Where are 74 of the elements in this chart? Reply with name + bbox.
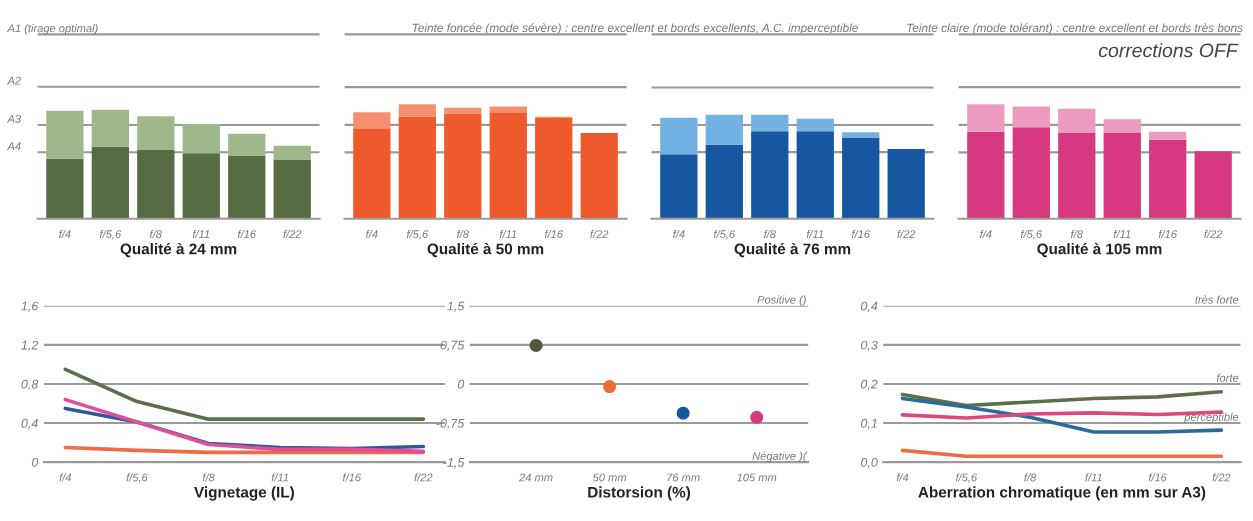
annotation: Négative )( [752,451,808,463]
x-tick-label: f/5,6 [1020,229,1043,240]
x-tick-label: f/11 [1085,473,1102,482]
y-tick-label: 0,75 [440,340,465,352]
x-tick-label: f/5,6 [955,473,978,483]
x-axis-title: Qualité à 76 mm [734,242,851,258]
y-tick-label: 0,0 [860,457,878,469]
text: Positive () [757,295,806,306]
text: Teinte claire (mode tolérant) : centre excellent et bords très bons [907,23,1243,35]
annotation: perceptible [1184,412,1239,424]
x-tick-label: f/5,6 [99,229,122,240]
text: Teinte foncée (mode sévère) : centre excellent et bords excellents, A.C. imperceptible [412,23,858,35]
x-tick-label: f/4 [980,229,992,239]
text: très forte [1195,295,1239,304]
x-tick-label: f/22 [1212,473,1231,482]
x-tick-label: f/22 [1204,229,1223,239]
x-tick-label: f/16 [1148,473,1167,482]
x-tick-label: f/8 [202,473,215,482]
x-tick-label: f/16 [851,229,870,239]
x-axis-title: Qualité à 24 mm [120,242,237,258]
x-tick-label: f/22 [590,229,609,239]
x-tick-label: f/8 [763,229,776,239]
x-tick-label: f/8 [1024,473,1037,482]
ref-line-label: A4 [6,142,21,150]
x-tick-label: f/5,6 [406,229,429,240]
ref-line-label: A3 [6,114,22,123]
x-tick-label: f/11 [1113,229,1131,239]
annotation: forte [1216,373,1239,382]
x-tick-label: f/8 [457,229,469,239]
x-tick-label: f/4 [59,473,72,482]
x-tick-label: f/22 [283,229,302,239]
x-tick-label: f/22 [414,473,433,482]
x-tick-label: 76 mm [667,473,700,482]
y-tick-label: 0,1 [860,418,877,430]
y-tick-label: 0,8 [21,379,39,391]
y-tick-label: 1,5 [447,301,465,312]
y-tick-label: 1,2 [21,340,39,352]
x-tick-label: 105 mm [736,473,777,482]
ref-line-label: A1 (tirage optimal) [6,24,98,35]
x-tick-label: f/11 [271,473,289,482]
x-tick-label: f/8 [150,229,162,239]
x-tick-label: f/11 [192,229,210,239]
x-tick-label: f/22 [897,229,916,239]
y-tick-label: -1,5 [443,458,465,469]
x-tick-label: f/16 [1158,229,1177,239]
x-tick-label: f/4 [896,473,909,482]
x-tick-label: f/16 [237,229,257,239]
x-axis-title: Qualité à 50 mm [427,242,544,258]
y-tick-label: 0 [31,457,39,467]
x-tick-label: f/5,6 [126,473,148,483]
x-tick-label: f/8 [1070,229,1083,239]
y-tick-label: 0 [457,379,465,389]
x-tick-label: f/5,6 [713,229,736,240]
y-tick-label: 0,4 [860,301,878,312]
ref-line-label: A2 [6,76,21,85]
x-tick-label: f/11 [806,229,824,239]
x-axis-title: Vignetage (IL) [194,486,294,501]
x-tick-label: 50 mm [592,473,627,482]
text: corrections OFF [1098,43,1239,58]
y-tick-label: 0,3 [860,340,878,352]
x-tick-label: f/4 [59,229,71,239]
x-axis-title: Distorsion (%) [588,486,691,501]
x-axis-title: Qualité à 105 mm [1037,242,1162,258]
y-tick-label: 0,2 [860,379,878,391]
y-tick-label: 1,6 [21,301,39,312]
x-tick-label: 24 mm [519,473,553,482]
y-tick-label: 0,4 [21,418,38,430]
x-tick-label: f/11 [499,229,517,239]
x-axis-title: Aberration chromatique (en mm sur A3) [918,486,1206,501]
x-tick-label: f/4 [673,229,685,239]
x-tick-label: f/16 [544,229,564,239]
x-tick-label: f/16 [342,473,361,482]
y-tick-label: -0,75 [436,418,465,430]
x-tick-label: f/4 [366,229,378,239]
